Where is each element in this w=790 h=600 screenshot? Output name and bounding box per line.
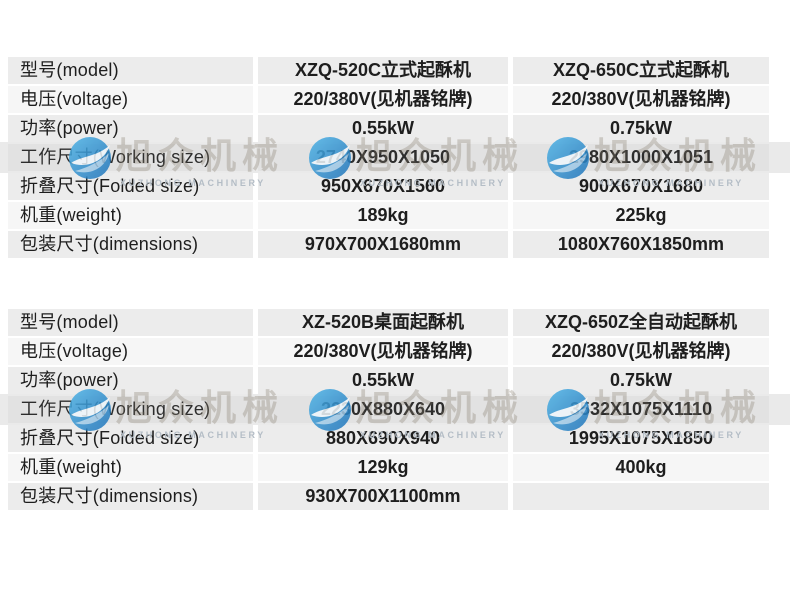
table-row: 机重(weight) 129kg 400kg <box>8 454 769 481</box>
spec-value <box>513 483 769 510</box>
table-row: 型号(model) XZQ-520C立式起酥机 XZQ-650C立式起酥机 <box>8 57 769 84</box>
table-row: 电压(voltage) 220/380V(见机器铭牌) 220/380V(见机器… <box>8 86 769 113</box>
spec-value: XZQ-650C立式起酥机 <box>513 57 769 84</box>
spec-value: XZQ-520C立式起酥机 <box>258 57 508 84</box>
spec-value: 400kg <box>513 454 769 481</box>
spec-value: 220/380V(见机器铭牌) <box>258 338 508 365</box>
spec-value: 1080X760X1850mm <box>513 231 769 258</box>
table-row: 功率(power) 0.55kW 0.75kW <box>8 367 769 394</box>
spec-table-2: 型号(model) XZ-520B桌面起酥机 XZQ-650Z全自动起酥机 电压… <box>8 309 769 512</box>
spec-label: 电压(voltage) <box>8 338 253 365</box>
spec-label: 包装尺寸(dimensions) <box>8 483 253 510</box>
spec-value: 900X670X1680 <box>513 173 769 200</box>
table-row: 折叠尺寸(Folded size) 880X690X940 1995X1075X… <box>8 425 769 452</box>
spec-value: 880X690X940 <box>258 425 508 452</box>
table-row: 型号(model) XZ-520B桌面起酥机 XZQ-650Z全自动起酥机 <box>8 309 769 336</box>
table-row: 电压(voltage) 220/380V(见机器铭牌) 220/380V(见机器… <box>8 338 769 365</box>
spec-label: 工作尺寸(Working size) <box>8 396 253 423</box>
spec-label: 机重(weight) <box>8 202 253 229</box>
spec-value: 1995X1075X1850 <box>513 425 769 452</box>
spec-label: 功率(power) <box>8 367 253 394</box>
spec-value: 2980X1000X1051 <box>513 144 769 171</box>
spec-value: 0.55kW <box>258 367 508 394</box>
spec-value: 930X700X1100mm <box>258 483 508 510</box>
spec-value: 220/380V(见机器铭牌) <box>513 338 769 365</box>
spec-value: 220/380V(见机器铭牌) <box>513 86 769 113</box>
spec-value: 2740X950X1050 <box>258 144 508 171</box>
spec-label: 机重(weight) <box>8 454 253 481</box>
spec-label: 包装尺寸(dimensions) <box>8 231 253 258</box>
spec-value: XZ-520B桌面起酥机 <box>258 309 508 336</box>
spec-table-1: 型号(model) XZQ-520C立式起酥机 XZQ-650C立式起酥机 电压… <box>8 57 769 260</box>
spec-label: 工作尺寸(Working size) <box>8 144 253 171</box>
spec-value: 0.75kW <box>513 367 769 394</box>
spec-label: 型号(model) <box>8 309 253 336</box>
spec-label: 折叠尺寸(Folded size) <box>8 173 253 200</box>
table-row: 机重(weight) 189kg 225kg <box>8 202 769 229</box>
spec-value: 3532X1075X1110 <box>513 396 769 423</box>
spec-value: 0.55kW <box>258 115 508 142</box>
spec-value: 970X700X1680mm <box>258 231 508 258</box>
spec-value: 2230X880X640 <box>258 396 508 423</box>
table-row: 折叠尺寸(Folded size) 950X670X1560 900X670X1… <box>8 173 769 200</box>
table-row: 工作尺寸(Working size) 2230X880X640 3532X107… <box>8 396 769 423</box>
spec-label: 功率(power) <box>8 115 253 142</box>
spec-label: 折叠尺寸(Folded size) <box>8 425 253 452</box>
spec-value: 225kg <box>513 202 769 229</box>
spec-value: 950X670X1560 <box>258 173 508 200</box>
spec-label: 型号(model) <box>8 57 253 84</box>
table-row: 包装尺寸(dimensions) 970X700X1680mm 1080X760… <box>8 231 769 258</box>
spec-label: 电压(voltage) <box>8 86 253 113</box>
table-row: 功率(power) 0.55kW 0.75kW <box>8 115 769 142</box>
table-row: 工作尺寸(Working size) 2740X950X1050 2980X10… <box>8 144 769 171</box>
spec-value: 0.75kW <box>513 115 769 142</box>
spec-value: 189kg <box>258 202 508 229</box>
spec-value: 220/380V(见机器铭牌) <box>258 86 508 113</box>
spec-value: XZQ-650Z全自动起酥机 <box>513 309 769 336</box>
table-row: 包装尺寸(dimensions) 930X700X1100mm <box>8 483 769 510</box>
spec-value: 129kg <box>258 454 508 481</box>
